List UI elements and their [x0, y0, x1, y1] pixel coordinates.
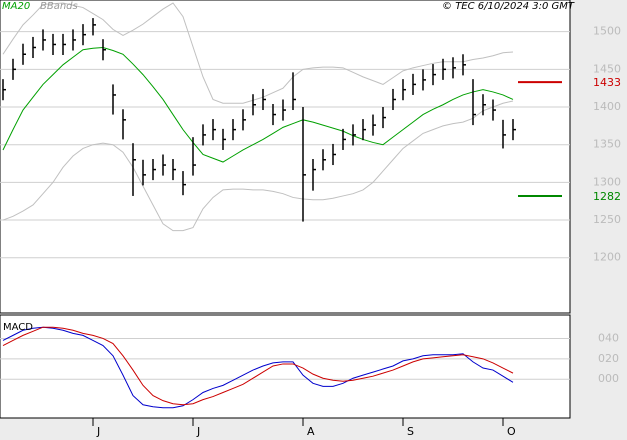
x-tick-label: J: [196, 425, 200, 438]
copyright: © TEC 6/10/2024 3:0 GMT: [442, 1, 575, 12]
macd-title: MACD: [3, 322, 33, 333]
y-tick-label: 1300: [593, 175, 621, 188]
level-label: 1433: [593, 76, 621, 89]
y-axis-area: [570, 0, 627, 440]
y-tick-label: 1450: [593, 62, 621, 75]
x-tick-label: J: [96, 425, 100, 438]
macd-panel: [0, 314, 571, 419]
bband-lower: [2, 100, 514, 232]
legend-ma: MA20: [2, 1, 30, 12]
x-tick-label: S: [407, 425, 414, 438]
y-tick-label: 1500: [593, 25, 621, 38]
level-label: 1282: [593, 190, 621, 203]
bband-upper: [2, 2, 514, 104]
macd-line: [2, 326, 514, 409]
x-tick-label: A: [307, 425, 315, 438]
y-tick-label: 040: [598, 331, 619, 344]
price-panel: [0, 0, 571, 314]
legend-bbands: BBands: [40, 1, 78, 12]
x-axis-area: [0, 418, 570, 440]
x-tick-label: O: [507, 425, 516, 438]
macd-line: [2, 326, 514, 406]
y-tick-label: 1400: [593, 100, 621, 113]
y-tick-label: 1200: [593, 251, 621, 264]
y-tick-label: 020: [598, 352, 619, 365]
ma-line: [2, 46, 514, 163]
y-tick-label: 1250: [593, 213, 621, 226]
y-tick-label: 000: [598, 372, 619, 385]
y-tick-label: 1350: [593, 138, 621, 151]
